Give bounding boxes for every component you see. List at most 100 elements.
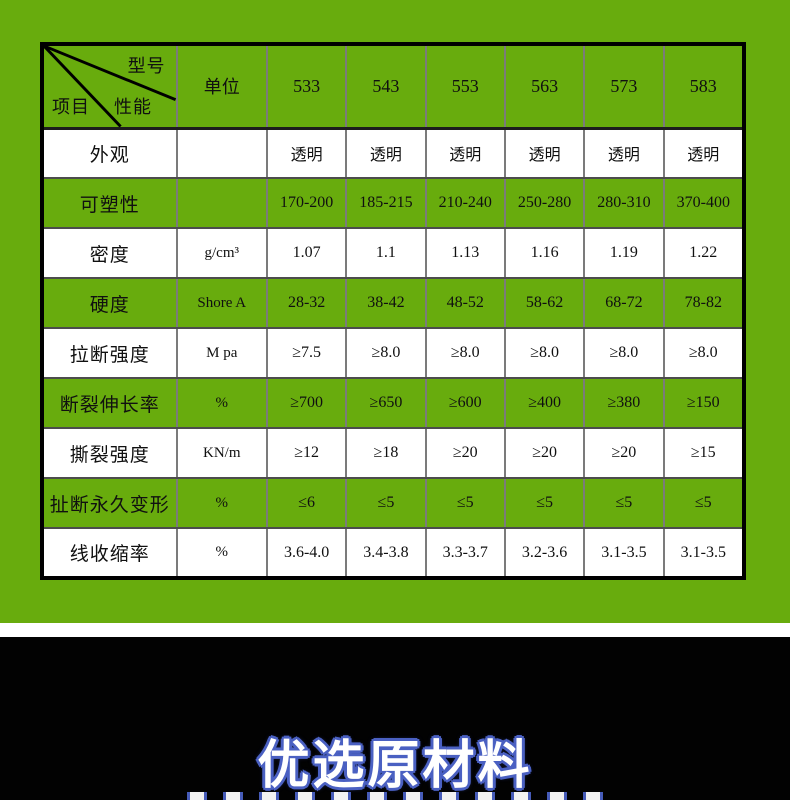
value-cell: 3.4-3.8 bbox=[345, 527, 427, 579]
value-cell: 透明 bbox=[662, 127, 746, 179]
value-cell: ≥7.5 bbox=[265, 327, 348, 379]
value-cell: ≤5 bbox=[345, 477, 427, 529]
value-cell: 210-240 bbox=[424, 177, 506, 229]
corner-header-cell: 型号 项目 性能 bbox=[41, 43, 178, 130]
value-cell: ≥8.0 bbox=[503, 327, 586, 379]
row-label: 密度 bbox=[41, 227, 178, 279]
value-cell: 3.6-4.0 bbox=[265, 527, 348, 579]
unit-cell: % bbox=[175, 377, 268, 429]
value-cell: ≥600 bbox=[424, 377, 506, 429]
value-cell: ≥700 bbox=[265, 377, 348, 429]
table-row: 线收缩率% 3.6-4.0 3.4-3.8 3.3-3.7 3.2-3.6 3.1-3.5… bbox=[41, 527, 746, 579]
value-cell: ≤6 bbox=[265, 477, 348, 529]
value-cell: 3.1-3.5 bbox=[583, 527, 665, 579]
value-cell: 3.1-3.5 bbox=[662, 527, 746, 579]
value-cell: ≤5 bbox=[662, 477, 746, 529]
value-cell: 185-215 bbox=[345, 177, 427, 229]
column-header-model: 563 bbox=[503, 43, 586, 130]
column-header-unit: 单位 bbox=[175, 43, 268, 130]
row-label: 硬度 bbox=[41, 277, 178, 329]
value-cell: ≥650 bbox=[345, 377, 427, 429]
value-cell: ≥12 bbox=[265, 427, 348, 479]
value-cell: ≥20 bbox=[424, 427, 506, 479]
unit-cell: % bbox=[175, 527, 268, 579]
unit-cell: Shore A bbox=[175, 277, 268, 329]
value-cell: 370-400 bbox=[662, 177, 746, 229]
table-row: 硬度 Shore A 28-32 38-42 48-52 58-62 68-72 78-82 bbox=[41, 277, 746, 329]
value-cell: 透明 bbox=[265, 127, 348, 179]
value-cell: 透明 bbox=[503, 127, 586, 179]
column-header-model: 543 bbox=[345, 43, 427, 130]
value-cell: 1.19 bbox=[583, 227, 665, 279]
value-cell: 250-280 bbox=[503, 177, 586, 229]
column-header-model: 533 bbox=[265, 43, 348, 130]
table-row: 外观 透明 透明 透明 透明 透明 透明 bbox=[41, 127, 746, 179]
value-cell: 1.13 bbox=[424, 227, 506, 279]
column-header-model: 583 bbox=[662, 43, 746, 130]
corner-label-item: 项目 bbox=[52, 96, 90, 117]
value-cell: 1.22 bbox=[662, 227, 746, 279]
corner-label-model: 型号 bbox=[127, 56, 166, 76]
row-label: 可塑性 bbox=[41, 177, 178, 229]
value-cell: ≤5 bbox=[583, 477, 665, 529]
unit-cell: M pa bbox=[175, 327, 268, 379]
value-cell: 38-42 bbox=[345, 277, 427, 329]
value-cell: ≥20 bbox=[583, 427, 665, 479]
value-cell: ≤5 bbox=[503, 477, 586, 529]
value-cell: 78-82 bbox=[662, 277, 746, 329]
value-cell: 48-52 bbox=[424, 277, 506, 329]
white-divider bbox=[0, 623, 790, 637]
diagonal-divider-lines bbox=[44, 46, 175, 125]
value-cell: ≥20 bbox=[503, 427, 586, 479]
table-row: 断裂伸长率% ≥700 ≥650 ≥600 ≥400 ≥380 ≥150 bbox=[41, 377, 746, 429]
row-label: 扯断永久变形 bbox=[41, 477, 178, 529]
spec-table: 型号 项目 性能 单位 533 543 553 563 573 583 外观 透明 透明 透明 透明… bbox=[40, 42, 746, 580]
column-header-model: 573 bbox=[583, 43, 665, 130]
cutoff-text-line bbox=[182, 792, 612, 800]
value-cell: ≥8.0 bbox=[662, 327, 746, 379]
value-cell: 58-62 bbox=[503, 277, 586, 329]
column-header-model: 553 bbox=[424, 43, 506, 130]
footer-headline: 优选原材料 bbox=[257, 737, 533, 795]
unit-cell bbox=[175, 177, 268, 229]
row-label: 断裂伸长率 bbox=[41, 377, 178, 429]
table-row: 撕裂强度 KN/m ≥12 ≥18 ≥20 ≥20 ≥20 ≥15 bbox=[41, 427, 746, 479]
value-cell: ≥8.0 bbox=[424, 327, 506, 379]
value-cell: 1.16 bbox=[503, 227, 586, 279]
value-cell: 68-72 bbox=[583, 277, 665, 329]
value-cell: ≤5 bbox=[424, 477, 506, 529]
corner-label-performance: 性能 bbox=[114, 96, 152, 117]
value-cell: 3.2-3.6 bbox=[503, 527, 586, 579]
value-cell: 28-32 bbox=[265, 277, 348, 329]
header-row: 型号 项目 性能 单位 533 543 553 563 573 583 bbox=[41, 43, 746, 130]
footer-banner: 优选原材料 bbox=[0, 637, 790, 800]
value-cell: ≥18 bbox=[345, 427, 427, 479]
value-cell: 透明 bbox=[583, 127, 665, 179]
value-cell: 3.3-3.7 bbox=[424, 527, 506, 579]
value-cell: 1.1 bbox=[345, 227, 427, 279]
value-cell: 透明 bbox=[424, 127, 506, 179]
unit-cell: KN/m bbox=[175, 427, 268, 479]
value-cell: 1.07 bbox=[265, 227, 348, 279]
unit-cell: g/cm³ bbox=[175, 227, 268, 279]
value-cell: 170-200 bbox=[265, 177, 348, 229]
unit-cell bbox=[175, 127, 268, 179]
value-cell: ≥380 bbox=[583, 377, 665, 429]
table-row: 可塑性 170-200 185-215 210-240 250-280 280-310 37… bbox=[41, 177, 746, 229]
row-label: 线收缩率 bbox=[41, 527, 178, 579]
value-cell: ≥15 bbox=[662, 427, 746, 479]
table-row: 拉断强度 M pa ≥7.5 ≥8.0 ≥8.0 ≥8.0 ≥8.0 ≥8.0 bbox=[41, 327, 746, 379]
value-cell: 280-310 bbox=[583, 177, 665, 229]
value-cell: ≥400 bbox=[503, 377, 586, 429]
value-cell: 透明 bbox=[345, 127, 427, 179]
value-cell: ≥8.0 bbox=[345, 327, 427, 379]
table-body: 外观 透明 透明 透明 透明 透明 透明 可塑性 170-200 185-215 210-240 25… bbox=[41, 127, 746, 579]
value-cell: ≥8.0 bbox=[583, 327, 665, 379]
row-label: 撕裂强度 bbox=[41, 427, 178, 479]
table-row: 密度 g/cm³ 1.07 1.1 1.13 1.16 1.19 1.22 bbox=[41, 227, 746, 279]
row-label: 外观 bbox=[41, 127, 178, 179]
unit-cell: % bbox=[175, 477, 268, 529]
row-label: 拉断强度 bbox=[41, 327, 178, 379]
value-cell: ≥150 bbox=[662, 377, 746, 429]
table-row: 扯断永久变形% ≤6 ≤5 ≤5 ≤5 ≤5 ≤5 bbox=[41, 477, 746, 529]
